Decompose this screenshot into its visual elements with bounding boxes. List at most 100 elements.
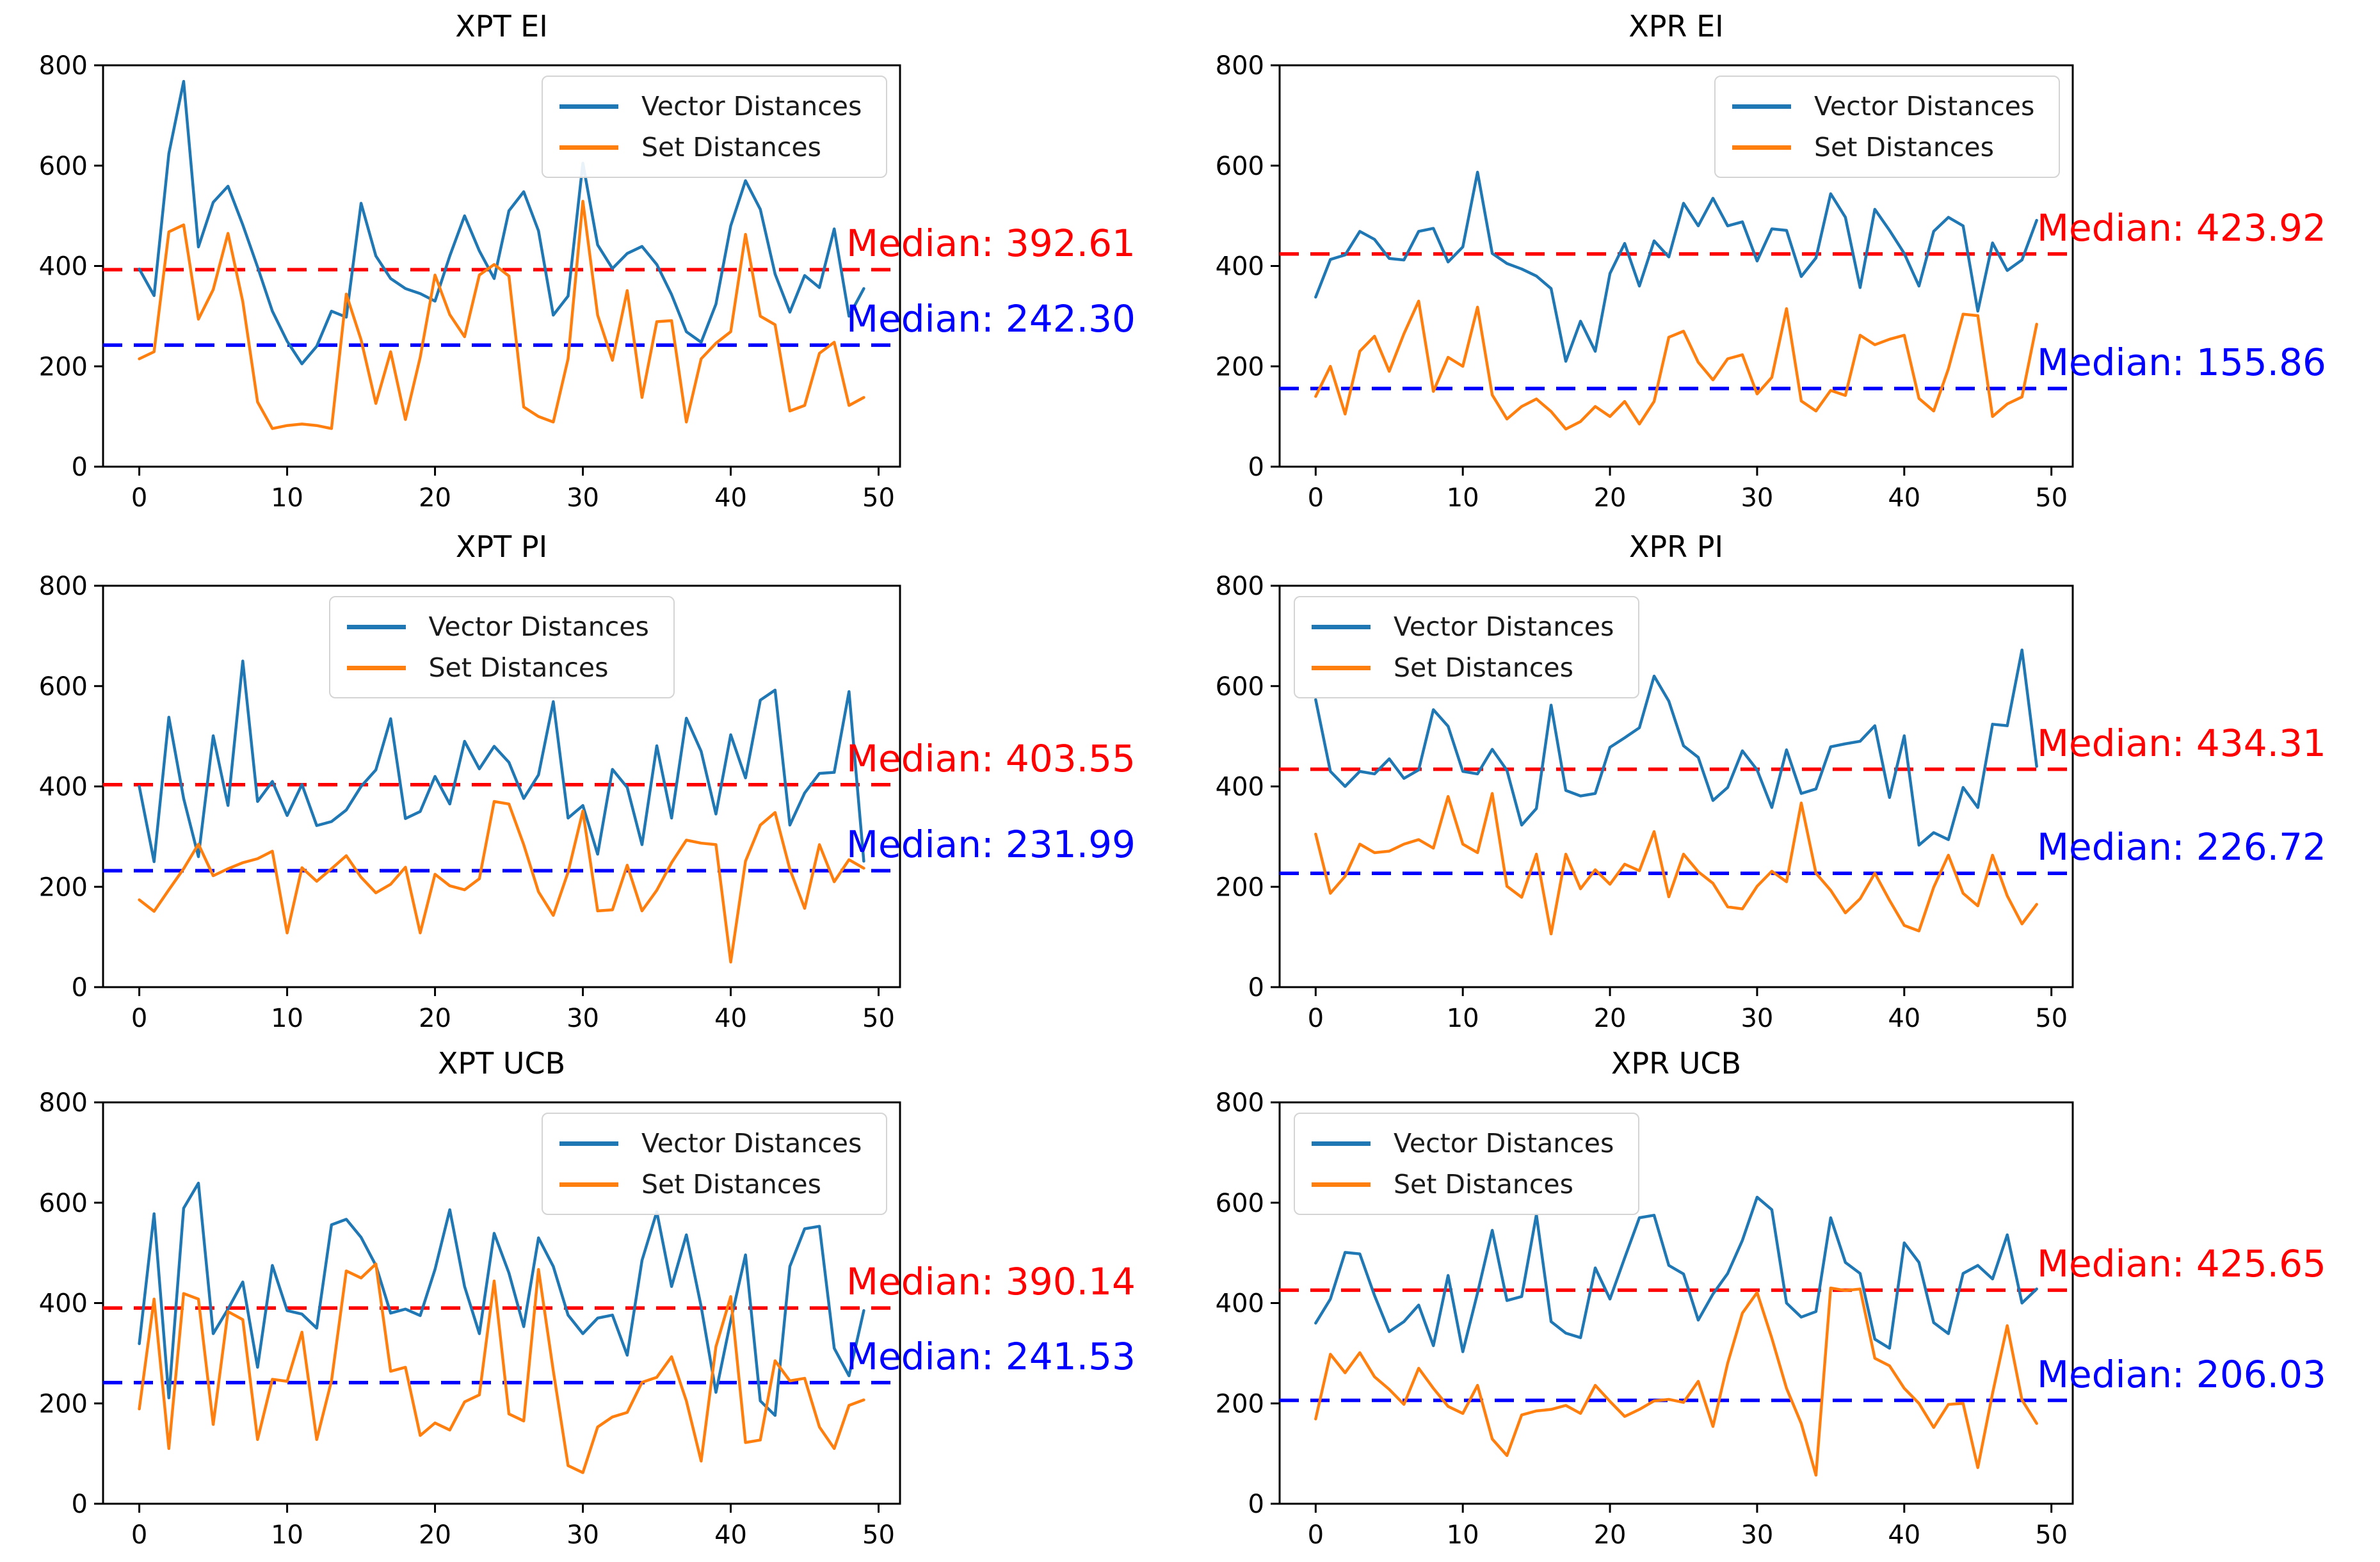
vector-line-swatch xyxy=(559,104,618,109)
legend-label-vector: Vector Distances xyxy=(641,91,862,122)
x-tick-label: 30 xyxy=(567,483,599,513)
y-tick-label: 0 xyxy=(1248,453,1264,482)
x-tick-label: 30 xyxy=(1741,1004,1773,1033)
y-tick-label: 0 xyxy=(72,1490,88,1519)
legend: Vector Distances Set Distances xyxy=(1294,1113,1639,1215)
x-tick-label: 30 xyxy=(567,1520,599,1550)
y-tick-label: 0 xyxy=(1248,1490,1264,1519)
y-tick-label: 200 xyxy=(1216,873,1264,902)
median-vector-label: Median: 392.61 xyxy=(846,221,1136,266)
y-tick-label: 200 xyxy=(1216,1389,1264,1419)
legend: Vector Distances Set Distances xyxy=(1714,76,2060,178)
x-tick-label: 50 xyxy=(862,1004,895,1033)
subplot-title: XPR EI xyxy=(1628,9,1724,44)
legend-item-set: Set Distances xyxy=(559,1164,873,1205)
median-vector-label: Median: 425.65 xyxy=(2037,1242,2326,1286)
x-tick-label: 50 xyxy=(2035,483,2068,513)
vector-distances-line xyxy=(1314,170,2038,363)
set-distances-line xyxy=(138,200,865,430)
legend: Vector Distances Set Distances xyxy=(1294,596,1639,698)
x-tick-label: 40 xyxy=(1888,1520,1920,1550)
subplot-title: XPT EI xyxy=(455,9,548,44)
legend-label-vector: Vector Distances xyxy=(1394,611,1614,642)
x-tick-label: 20 xyxy=(1594,1520,1627,1550)
x-tick-label: 10 xyxy=(1447,483,1479,513)
y-tick-label: 400 xyxy=(1216,252,1264,282)
x-tick-label: 30 xyxy=(567,1004,599,1033)
subplot-title: XPT UCB xyxy=(437,1046,566,1081)
x-tick-label: 50 xyxy=(862,483,895,513)
x-tick-label: 0 xyxy=(131,1520,147,1550)
median-set-label: Median: 206.03 xyxy=(2037,1352,2326,1396)
median-set-label: Median: 241.53 xyxy=(846,1334,1136,1378)
x-tick-label: 30 xyxy=(1741,483,1773,513)
x-tick-label: 0 xyxy=(1308,1004,1324,1033)
x-tick-label: 20 xyxy=(419,1004,451,1033)
median-vector-label: Median: 434.31 xyxy=(2037,721,2326,765)
x-tick-label: 0 xyxy=(1308,1520,1324,1550)
y-tick-label: 0 xyxy=(72,453,88,482)
legend-item-vector: Vector Distances xyxy=(346,606,661,647)
vector-line-swatch xyxy=(1312,1141,1371,1146)
legend-label-set: Set Distances xyxy=(1394,1169,1573,1200)
y-tick-label: 400 xyxy=(1216,1289,1264,1319)
set-line-swatch xyxy=(1312,665,1371,670)
legend: Vector Distances Set Distances xyxy=(542,1113,887,1215)
x-tick-label: 10 xyxy=(271,1520,303,1550)
y-tick-label: 600 xyxy=(39,152,88,181)
legend: Vector Distances Set Distances xyxy=(542,76,887,178)
x-tick-label: 50 xyxy=(2035,1004,2068,1033)
legend-item-set: Set Distances xyxy=(346,647,661,688)
median-set-label: Median: 231.99 xyxy=(846,823,1136,867)
y-tick-label: 800 xyxy=(1216,51,1264,81)
y-tick-label: 600 xyxy=(1216,1189,1264,1218)
subplot-title: XPT PI xyxy=(455,529,548,564)
vector-distances-line xyxy=(138,79,865,366)
y-tick-label: 400 xyxy=(39,1289,88,1319)
legend-item-vector: Vector Distances xyxy=(559,1123,873,1164)
legend-label-vector: Vector Distances xyxy=(1394,1128,1614,1159)
subplot-title: XPR UCB xyxy=(1611,1046,1742,1081)
median-vector-label: Median: 423.92 xyxy=(2037,205,2326,250)
set-line-swatch xyxy=(346,665,406,670)
legend-label-vector: Vector Distances xyxy=(428,611,649,642)
median-vector-label: Median: 390.14 xyxy=(846,1260,1136,1304)
median-set-label: Median: 155.86 xyxy=(2037,340,2326,384)
vector-distances-line xyxy=(1314,648,2038,847)
y-tick-label: 600 xyxy=(1216,672,1264,702)
x-tick-label: 20 xyxy=(419,1520,451,1550)
vector-line-swatch xyxy=(346,624,406,629)
y-tick-label: 200 xyxy=(39,873,88,902)
x-tick-label: 50 xyxy=(862,1520,895,1550)
legend-item-vector: Vector Distances xyxy=(1312,1123,1625,1164)
legend-label-set: Set Distances xyxy=(641,132,821,163)
median-set-label: Median: 226.72 xyxy=(2037,825,2326,869)
x-tick-label: 20 xyxy=(419,483,451,513)
legend-label-vector: Vector Distances xyxy=(641,1128,862,1159)
legend-item-vector: Vector Distances xyxy=(1732,86,2046,127)
y-tick-label: 0 xyxy=(1248,973,1264,1002)
legend: Vector Distances Set Distances xyxy=(328,596,675,698)
vector-line-swatch xyxy=(1732,104,1791,109)
y-tick-label: 600 xyxy=(39,672,88,702)
set-line-swatch xyxy=(559,145,618,150)
y-tick-label: 800 xyxy=(39,51,88,81)
legend-item-vector: Vector Distances xyxy=(1312,606,1625,647)
set-distances-line xyxy=(138,1262,865,1474)
y-tick-label: 800 xyxy=(1216,572,1264,601)
median-set-label: Median: 242.30 xyxy=(846,297,1136,341)
subplot-title: XPR PI xyxy=(1628,529,1724,564)
y-tick-label: 800 xyxy=(1216,1088,1264,1118)
legend-label-set: Set Distances xyxy=(1394,652,1573,683)
x-tick-label: 0 xyxy=(131,483,147,513)
y-tick-label: 400 xyxy=(39,252,88,282)
y-tick-label: 600 xyxy=(1216,152,1264,181)
vector-distances-line xyxy=(1314,1195,2038,1353)
legend-label-set: Set Distances xyxy=(1814,132,1994,163)
legend-item-set: Set Distances xyxy=(559,127,873,168)
legend-item-vector: Vector Distances xyxy=(559,86,873,127)
x-tick-label: 40 xyxy=(714,1004,747,1033)
x-tick-label: 10 xyxy=(271,1004,303,1033)
x-tick-label: 10 xyxy=(1447,1520,1479,1550)
x-tick-label: 40 xyxy=(1888,483,1920,513)
